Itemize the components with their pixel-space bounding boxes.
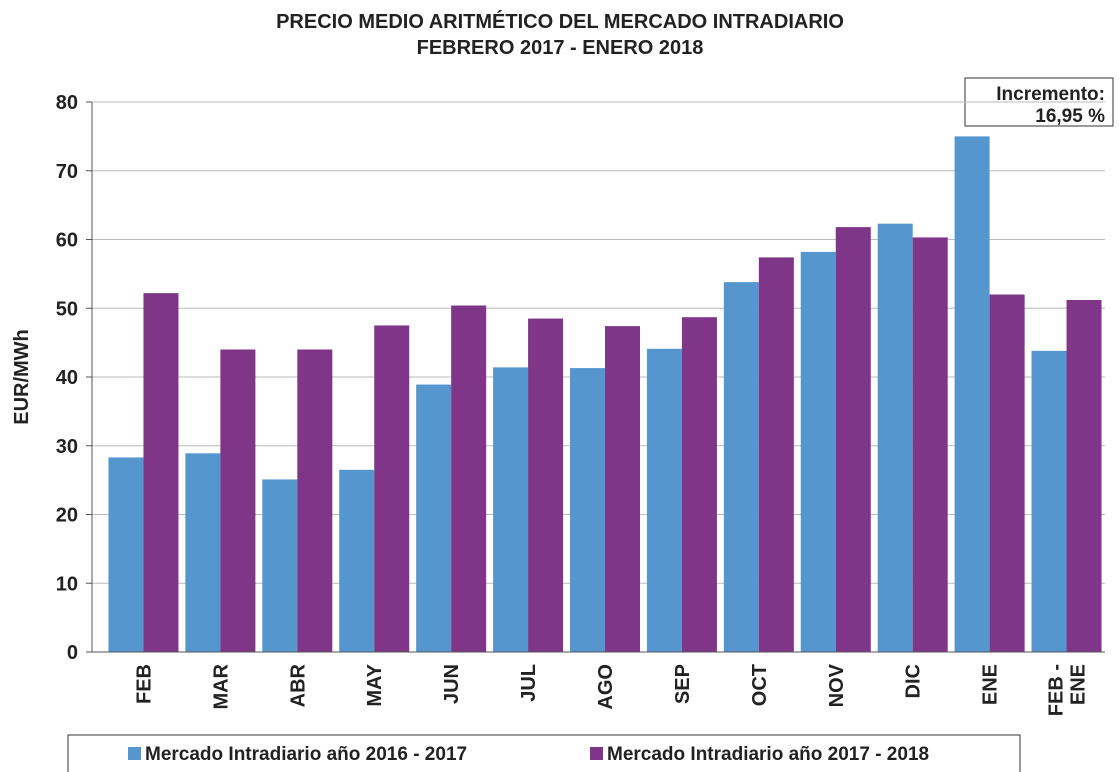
bar [416,384,452,652]
x-tick-label: OCT [749,664,771,706]
y-tick-label: 80 [56,92,78,114]
bar [877,223,913,652]
x-tick-label: NOV [826,663,848,707]
bar [800,251,836,652]
bar [108,457,144,652]
x-tick-label: FEB -ENE [1046,664,1090,716]
legend-box [67,734,1021,772]
chart-subtitle: FEBRERO 2017 - ENERO 2018 [417,37,704,59]
x-tick-label: JUN [441,664,463,704]
y-tick-label: 20 [56,505,78,527]
legend-swatch [590,747,603,760]
bar [646,348,682,652]
bar [954,136,990,652]
bar [185,453,221,652]
bar [605,326,640,652]
x-tick-label: SEP [672,664,694,704]
y-tick-label: 70 [56,161,78,183]
bar [297,349,333,652]
y-tick-label: 50 [56,298,78,320]
x-tick-label: MAR [210,663,232,709]
bar [570,368,605,652]
bar [143,293,179,652]
bar [220,349,256,652]
legend-label: Mercado Intradiario año 2017 - 2018 [607,744,929,765]
y-tick-label: 0 [67,642,78,664]
chart-title: PRECIO MEDIO ARITMÉTICO DEL MERCADO INTR… [276,10,844,33]
x-tick-label: DIC [903,664,925,698]
y-tick-label: 10 [56,573,78,595]
x-tick-label: ENE [980,664,1002,705]
bar [912,237,948,652]
x-tick-label: JUL [518,664,540,702]
x-tick-label: AGO [595,664,617,710]
annotation: Incremento: [996,84,1105,105]
annotation: 16,95 % [1035,106,1105,127]
bar [989,294,1025,652]
bar [758,257,794,652]
legend-swatch [128,747,141,760]
y-tick-label: 40 [56,367,78,389]
bar [528,318,564,652]
bar [835,227,871,652]
x-tick-label: MAY [364,663,386,706]
y-tick-label: 60 [56,230,78,252]
bar [451,305,487,652]
bar [1031,350,1067,652]
x-tick-label: FEB [133,664,155,704]
bar [262,479,298,652]
bar [374,325,410,652]
y-axis-label: EUR/MWh [11,329,33,425]
bar [339,469,375,652]
legend-label: Mercado Intradiario año 2016 - 2017 [145,744,467,765]
bar [493,367,529,652]
x-tick-label: ABR [287,663,309,707]
bar [681,317,717,652]
y-tick-label: 30 [56,436,78,458]
bar [1066,300,1102,652]
bar [723,282,759,652]
